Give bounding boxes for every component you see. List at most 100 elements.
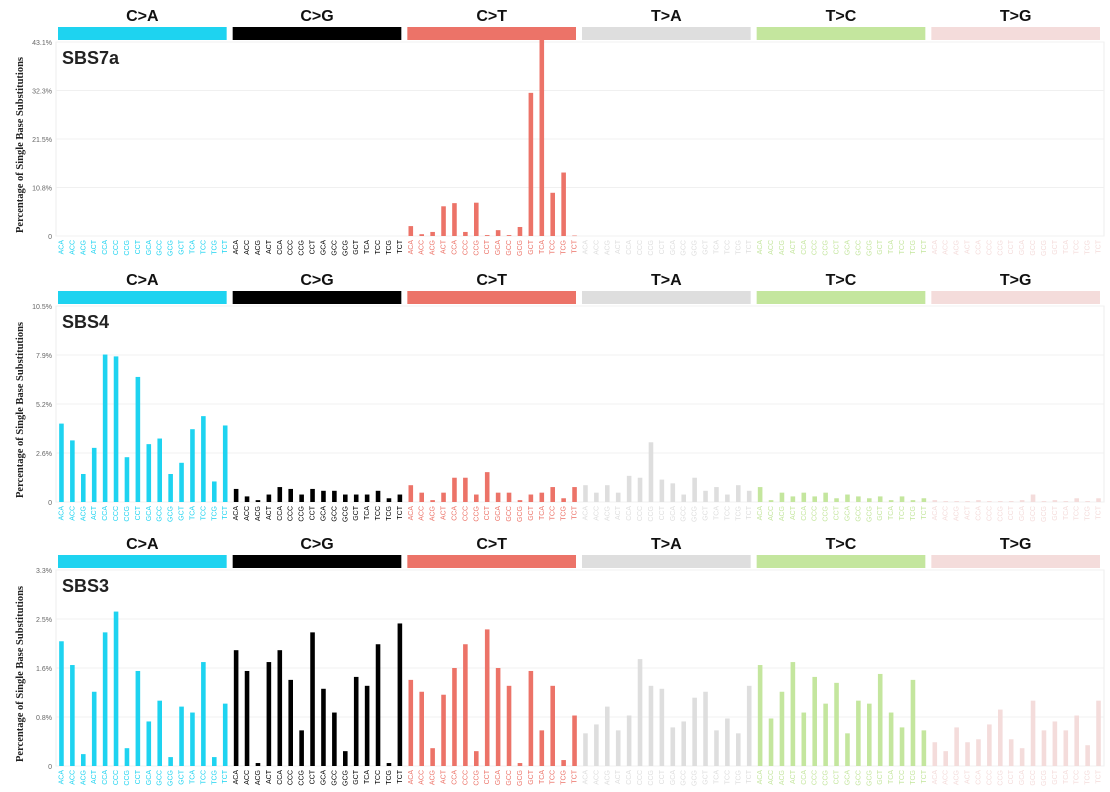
bar	[539, 38, 545, 237]
bar	[692, 477, 697, 502]
x-tick-label: GCT	[703, 769, 710, 785]
x-tick-label: TCT	[1096, 505, 1103, 519]
panel-sbs4: 0 2.6% 5.2% 7.9% 10.5% Percentage of Single B…	[0, 264, 1110, 528]
bar	[583, 485, 588, 502]
y-tick-label: 7.9%	[36, 353, 52, 360]
bar	[779, 492, 785, 502]
x-tick-label: TCA	[1063, 240, 1070, 254]
x-tick-label: TCA	[713, 240, 720, 254]
x-tick-label: GCT	[877, 239, 884, 255]
mutation-band-label: C>T	[476, 536, 507, 553]
x-tick-label: ACA	[582, 770, 589, 785]
y-tick-label: 0	[48, 764, 52, 771]
bar	[222, 425, 228, 502]
mutation-band	[582, 27, 751, 40]
x-tick-label: CCG	[997, 240, 1004, 256]
x-tick-label: ACG	[80, 240, 87, 255]
bar	[637, 477, 643, 502]
x-tick-label: GCT	[703, 505, 710, 521]
x-tick-label: ACG	[80, 770, 87, 785]
chart-sbs4: 0 2.6% 5.2% 7.9% 10.5% Percentage of Single B…	[15, 272, 1105, 522]
chart-title: SBS3	[62, 576, 109, 596]
y-tick-label: 1.6%	[36, 666, 52, 673]
x-tick-label: CCC	[288, 770, 295, 785]
bar	[332, 712, 337, 766]
mutation-band-label: C>T	[476, 8, 507, 25]
bar	[604, 706, 610, 766]
x-tick-label: CCG	[299, 240, 306, 256]
bar	[790, 662, 796, 766]
x-tick-label: ACC	[768, 770, 775, 785]
bar	[932, 742, 938, 766]
x-tick-label: CCA	[801, 240, 808, 255]
x-tick-label: ACC	[69, 506, 76, 521]
x-tick-label: CCT	[834, 239, 841, 254]
bar	[670, 727, 676, 766]
mutation-band-label: C>G	[300, 536, 333, 553]
bar	[124, 748, 130, 766]
x-tick-label: TCA	[539, 770, 546, 784]
chart-title: SBS4	[62, 312, 109, 332]
x-tick-label: ACC	[943, 770, 950, 785]
bar	[135, 670, 141, 766]
mutation-band-label: T>C	[826, 8, 857, 25]
x-tick-label: CCG	[473, 240, 480, 256]
bar	[408, 679, 414, 766]
x-tick-label: ACA	[408, 240, 415, 255]
x-tick-label: ACG	[80, 506, 87, 521]
x-tick-label: GCA	[1019, 506, 1026, 522]
y-tick-label: 10.8%	[32, 186, 52, 193]
x-tick-label: CCG	[473, 506, 480, 522]
bar	[681, 721, 687, 766]
bar	[539, 730, 545, 766]
bar	[495, 492, 501, 502]
x-tick-label: CCG	[997, 506, 1004, 522]
bar	[157, 438, 163, 502]
bar	[375, 644, 381, 766]
bar	[1030, 700, 1036, 766]
x-tick-label: TCC	[200, 240, 207, 254]
x-tick-label: CCT	[484, 769, 491, 784]
x-tick-label: GCA	[670, 770, 677, 786]
x-tick-label: GCG	[1041, 770, 1048, 786]
bar	[943, 751, 949, 766]
x-tick-label: GCA	[495, 240, 502, 256]
y-tick-label: 0	[48, 500, 52, 507]
x-tick-label: ACG	[430, 770, 437, 785]
mutation-band-label: C>G	[300, 8, 333, 25]
chart-sbs7a: 0 10.8% 21.5% 32.3% 43.1% Percentage of Singl…	[15, 8, 1105, 256]
x-tick-label: GCT	[528, 239, 535, 255]
x-tick-label: CCA	[277, 506, 284, 521]
bar	[419, 234, 425, 236]
x-tick-label: TCC	[200, 506, 207, 520]
x-tick-label: GCT	[1052, 769, 1059, 785]
bar	[80, 754, 86, 766]
x-tick-label: CCA	[277, 770, 284, 785]
bar	[135, 376, 141, 502]
bar	[495, 230, 501, 236]
y-tick-label: 43.1%	[32, 40, 52, 47]
x-tick-label: ACT	[965, 239, 972, 254]
bar	[746, 685, 752, 766]
bar	[572, 715, 577, 766]
mutation-band-label: T>A	[651, 536, 682, 553]
x-tick-label: GCG	[517, 770, 524, 786]
bar	[976, 739, 981, 766]
bar	[441, 694, 446, 766]
bar	[1019, 500, 1025, 502]
x-tick-label: TCA	[888, 770, 895, 784]
bar	[452, 477, 457, 502]
x-tick-label: TCG	[211, 240, 218, 255]
bar	[211, 481, 217, 502]
x-tick-label: TCG	[386, 506, 393, 521]
x-tick-label: GCG	[342, 506, 349, 522]
bar	[168, 757, 173, 766]
x-tick-label: ACG	[255, 770, 262, 785]
x-tick-label: GCC	[855, 770, 862, 786]
x-tick-label: CCG	[124, 506, 131, 522]
x-tick-label: ACG	[954, 506, 961, 521]
bar	[190, 429, 195, 502]
mutation-band-label: T>G	[1000, 272, 1032, 289]
mutation-band-label: T>A	[651, 8, 682, 25]
bar	[484, 629, 490, 766]
